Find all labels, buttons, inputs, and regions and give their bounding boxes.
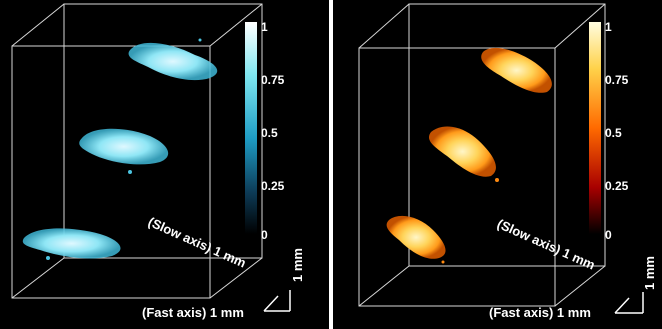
colorbar-tick-0.25: 0.25 xyxy=(261,179,285,193)
signal-blob-middle xyxy=(428,126,496,177)
colorbar-tick-0.25: 0.25 xyxy=(605,179,629,193)
colorbar-icon xyxy=(589,22,601,234)
signal-blob-top xyxy=(128,42,218,81)
colorbar-tick-0: 0 xyxy=(605,228,612,242)
right-volume-panel: 1 0.75 0.5 0.25 0 (Slow axis) 1 mm (Fast… xyxy=(333,0,662,329)
colorbar-tick-0.5: 0.5 xyxy=(261,126,278,140)
colorbar-tick-0.75: 0.75 xyxy=(605,73,629,87)
left-volume-panel: 1 0.75 0.5 0.25 0 (Slow axis) 1 mm (Fast… xyxy=(0,0,329,329)
colorbar-tick-0.75: 0.75 xyxy=(261,73,285,87)
fast-axis-label: (Fast axis) 1 mm xyxy=(142,305,244,320)
signal-blob-bottom xyxy=(22,228,121,259)
signal-blob-top xyxy=(481,47,552,93)
signal-blob-middle xyxy=(79,128,169,165)
colorbar-tick-0.5: 0.5 xyxy=(605,126,622,140)
right-volume-render xyxy=(358,3,606,307)
bounding-box xyxy=(11,3,263,299)
signal-blobs xyxy=(386,47,552,264)
signal-blob-bottom xyxy=(386,215,446,259)
colorbar-tick-1: 1 xyxy=(261,20,268,34)
bounding-box xyxy=(358,3,606,307)
colorbar-icon xyxy=(245,22,257,234)
scale-bar-icon xyxy=(614,292,644,314)
colorbar-tick-1: 1 xyxy=(605,20,612,34)
fast-axis-label: (Fast axis) 1 mm xyxy=(489,305,591,320)
scale-bar-icon xyxy=(263,290,291,312)
signal-blobs xyxy=(22,38,218,260)
left-volume-render xyxy=(11,3,263,299)
colorbar-tick-0: 0 xyxy=(261,228,268,242)
